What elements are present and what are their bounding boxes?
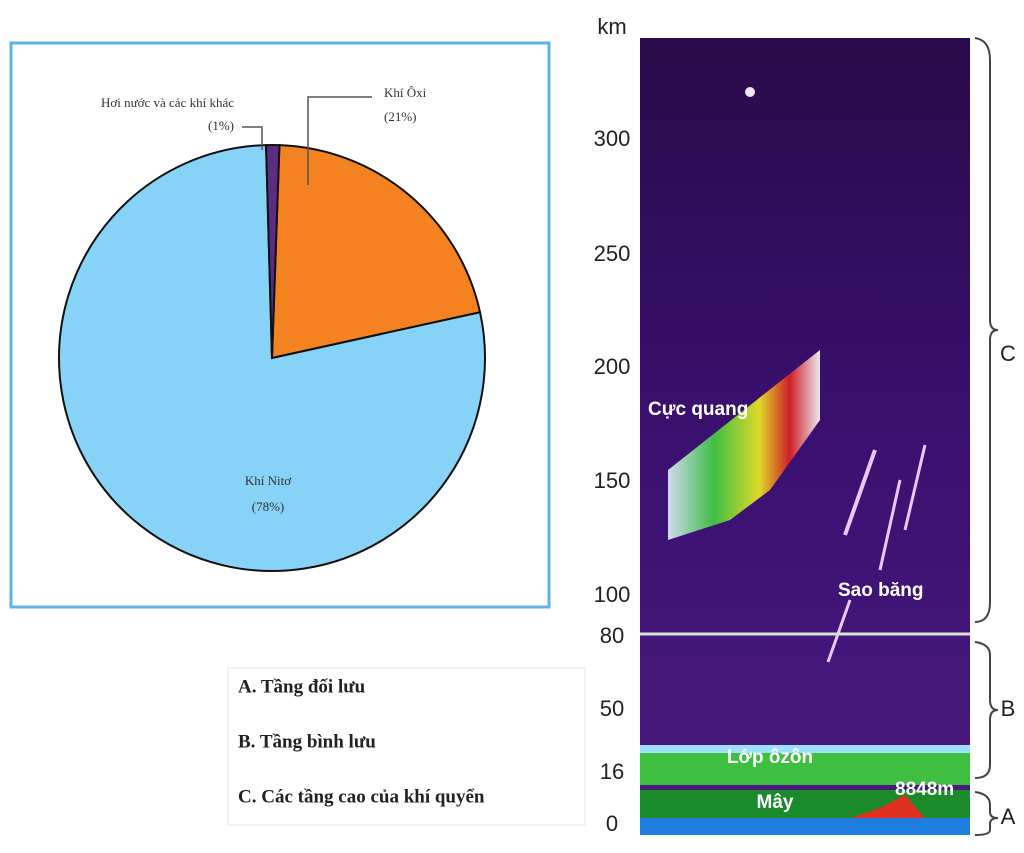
meteor: [903, 444, 927, 531]
axis-label: 50: [600, 696, 624, 721]
layer-label: C: [1000, 341, 1016, 366]
brace: [974, 791, 999, 836]
pie-value-label: (78%): [252, 499, 285, 514]
feature-label: Mây: [757, 792, 794, 813]
layer-label: A: [1001, 804, 1016, 829]
legend-entry: C. Các tầng cao của khí quyển: [238, 786, 485, 807]
meteor: [843, 449, 877, 536]
axis-label: 250: [594, 241, 631, 266]
axis-label: 300: [594, 126, 631, 151]
axis-label: 80: [600, 623, 624, 648]
pie-slice: [270, 144, 482, 360]
pie: [58, 144, 486, 572]
feature-label: Lớp ôzôn: [727, 747, 813, 768]
pie-slice: [265, 144, 281, 359]
pie-label: Hơi nước và các khí khác: [101, 95, 234, 110]
ozone-edge: [640, 745, 970, 753]
axis-label: 0: [606, 811, 618, 836]
mountain: [850, 795, 925, 818]
pie-value-label: (21%): [384, 109, 417, 124]
meteor: [878, 479, 902, 571]
axis-label: 16: [600, 759, 624, 784]
pie-value-label: (1%): [208, 118, 234, 133]
aurora: [668, 350, 820, 540]
legend-entry: B. Tầng bình lưu: [238, 731, 376, 752]
axis-label: km: [597, 14, 626, 39]
legend-entry: A. Tầng đối lưu: [238, 676, 366, 697]
pie-label: Khí Ôxi: [384, 85, 427, 100]
star: [745, 87, 755, 97]
layer-label: B: [1001, 696, 1016, 721]
axis-label: 200: [594, 354, 631, 379]
meteor: [826, 599, 852, 663]
feature-label: Cực quang: [648, 399, 748, 420]
axis-label: 100: [594, 582, 631, 607]
pie-label: Khí Nitơ: [245, 473, 292, 488]
leader-line: [242, 126, 263, 150]
feature-label: Sao băng: [838, 580, 924, 601]
feature-label: 8848m: [895, 779, 954, 800]
ground: [640, 818, 970, 835]
axis-label: 150: [594, 468, 631, 493]
brace: [974, 641, 999, 779]
brace: [974, 37, 999, 623]
diagram-labels: km 300 250 200 150 100 80 50 16 0 Cực quang Sao băn…: [238, 14, 1016, 836]
leader-line: [307, 96, 372, 185]
legend-box: [227, 667, 586, 826]
